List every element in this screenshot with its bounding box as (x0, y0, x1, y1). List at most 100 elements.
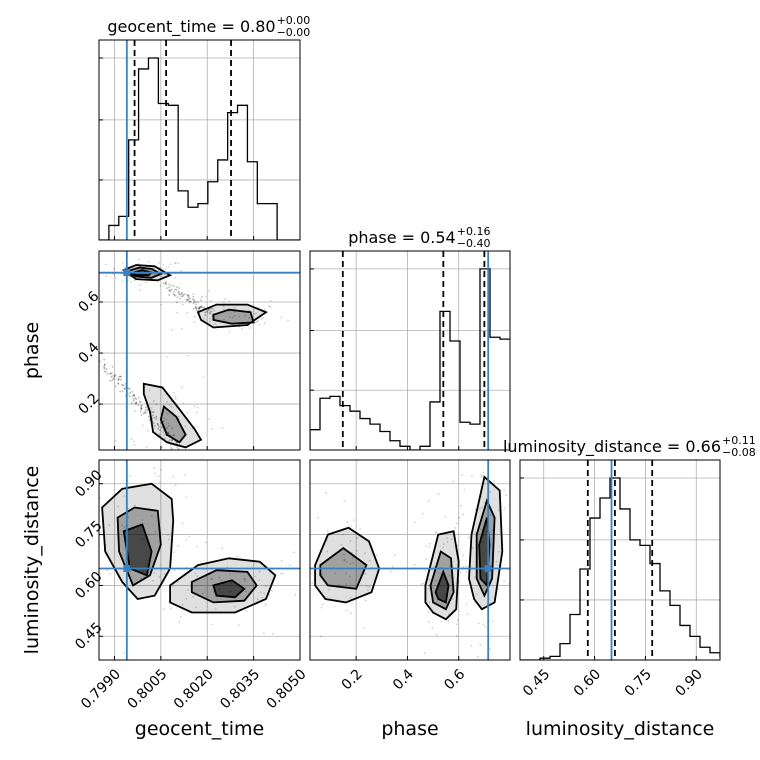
sample-point (394, 553, 396, 556)
sample-point (175, 441, 178, 444)
sample-point (123, 651, 126, 654)
truth-marker (123, 269, 131, 277)
sample-point (120, 378, 122, 381)
sample-point (172, 434, 174, 437)
sample-point (166, 412, 169, 415)
sample-point (179, 616, 182, 618)
sample-point (140, 405, 143, 407)
sample-point (435, 633, 438, 636)
sample-point (343, 553, 345, 556)
sample-point (132, 397, 135, 400)
sample-point (458, 516, 460, 519)
sample-point (231, 316, 234, 319)
sample-point (356, 537, 359, 540)
sample-point (193, 321, 196, 324)
sample-point (164, 572, 166, 575)
sample-point (178, 291, 180, 294)
sample-point (156, 422, 159, 425)
sample-point (266, 556, 268, 558)
sample-point (112, 375, 115, 377)
sample-point (489, 513, 492, 516)
sample-point (140, 408, 143, 410)
yaxis-label-phase: phase (21, 322, 43, 379)
sample-point (139, 401, 142, 404)
sample-point (171, 439, 173, 442)
sample-point (176, 311, 179, 314)
truth-marker (123, 564, 131, 572)
contour-line-6 (159, 404, 187, 444)
sample-point (67, 602, 69, 604)
sample-point (131, 395, 134, 398)
sample-point (171, 439, 174, 442)
sample-point (258, 323, 261, 326)
sample-point (210, 623, 213, 626)
sample-point (255, 312, 258, 315)
sample-point (155, 403, 158, 406)
sample-point (450, 538, 453, 541)
sample-point (134, 504, 136, 507)
sample-point (145, 446, 148, 449)
sample-point (192, 302, 195, 305)
sample-point (153, 410, 156, 413)
sample-point (174, 262, 177, 265)
sample-point (348, 575, 351, 578)
sample-point (428, 601, 431, 604)
panel-title-geocent_time: geocent_time = 0.80 (107, 17, 275, 37)
sample-point (201, 592, 204, 595)
sample-point (188, 297, 191, 300)
panel-hist-luminosity_distance (520, 460, 720, 660)
sample-point (120, 273, 123, 276)
sample-point (142, 412, 145, 415)
sample-point (151, 411, 153, 413)
contour-line-1 (319, 546, 368, 590)
sample-point (73, 574, 75, 576)
sample-point (145, 406, 147, 409)
sample-point (111, 366, 114, 368)
sample-point (179, 453, 181, 455)
sample-point (442, 543, 445, 546)
sample-point (281, 572, 284, 575)
sample-point (173, 391, 176, 394)
sample-point (186, 294, 189, 297)
sample-point (244, 577, 246, 580)
sample-point (181, 386, 183, 389)
sample-point (128, 475, 131, 478)
sample-point (169, 263, 172, 266)
sample-point (450, 584, 453, 587)
sample-point (240, 327, 243, 330)
sample-point (173, 569, 176, 572)
sample-point (204, 314, 207, 316)
sample-point (236, 555, 238, 558)
sample-point (344, 572, 347, 575)
sample-point (153, 425, 156, 427)
sample-point (201, 306, 204, 309)
sample-point (113, 274, 116, 276)
sample-point (179, 293, 182, 296)
sample-point (258, 570, 261, 573)
sample-point (133, 394, 136, 397)
sample-point (350, 612, 353, 614)
sample-point (153, 572, 156, 575)
sample-point (103, 370, 106, 373)
sample-point (462, 513, 465, 516)
sample-point (138, 258, 141, 261)
title-upper-error-luminosity_distance: +0.11 (722, 434, 756, 447)
sample-point (497, 509, 500, 512)
sample-point (133, 440, 135, 443)
sample-point (479, 644, 482, 646)
sample-point (256, 320, 258, 323)
sample-point (233, 306, 236, 309)
sample-point (308, 531, 310, 533)
sample-point (489, 491, 492, 493)
sample-point (280, 559, 283, 562)
sample-point (349, 540, 352, 543)
sample-point (287, 319, 290, 322)
sample-point (427, 587, 430, 590)
sample-point (180, 269, 183, 272)
sample-point (487, 457, 489, 459)
sample-point (138, 283, 141, 286)
sample-point (138, 400, 141, 403)
sample-point (311, 587, 313, 589)
xtick-label-phase-1: 0.4 (390, 666, 417, 693)
sample-point (446, 541, 449, 543)
